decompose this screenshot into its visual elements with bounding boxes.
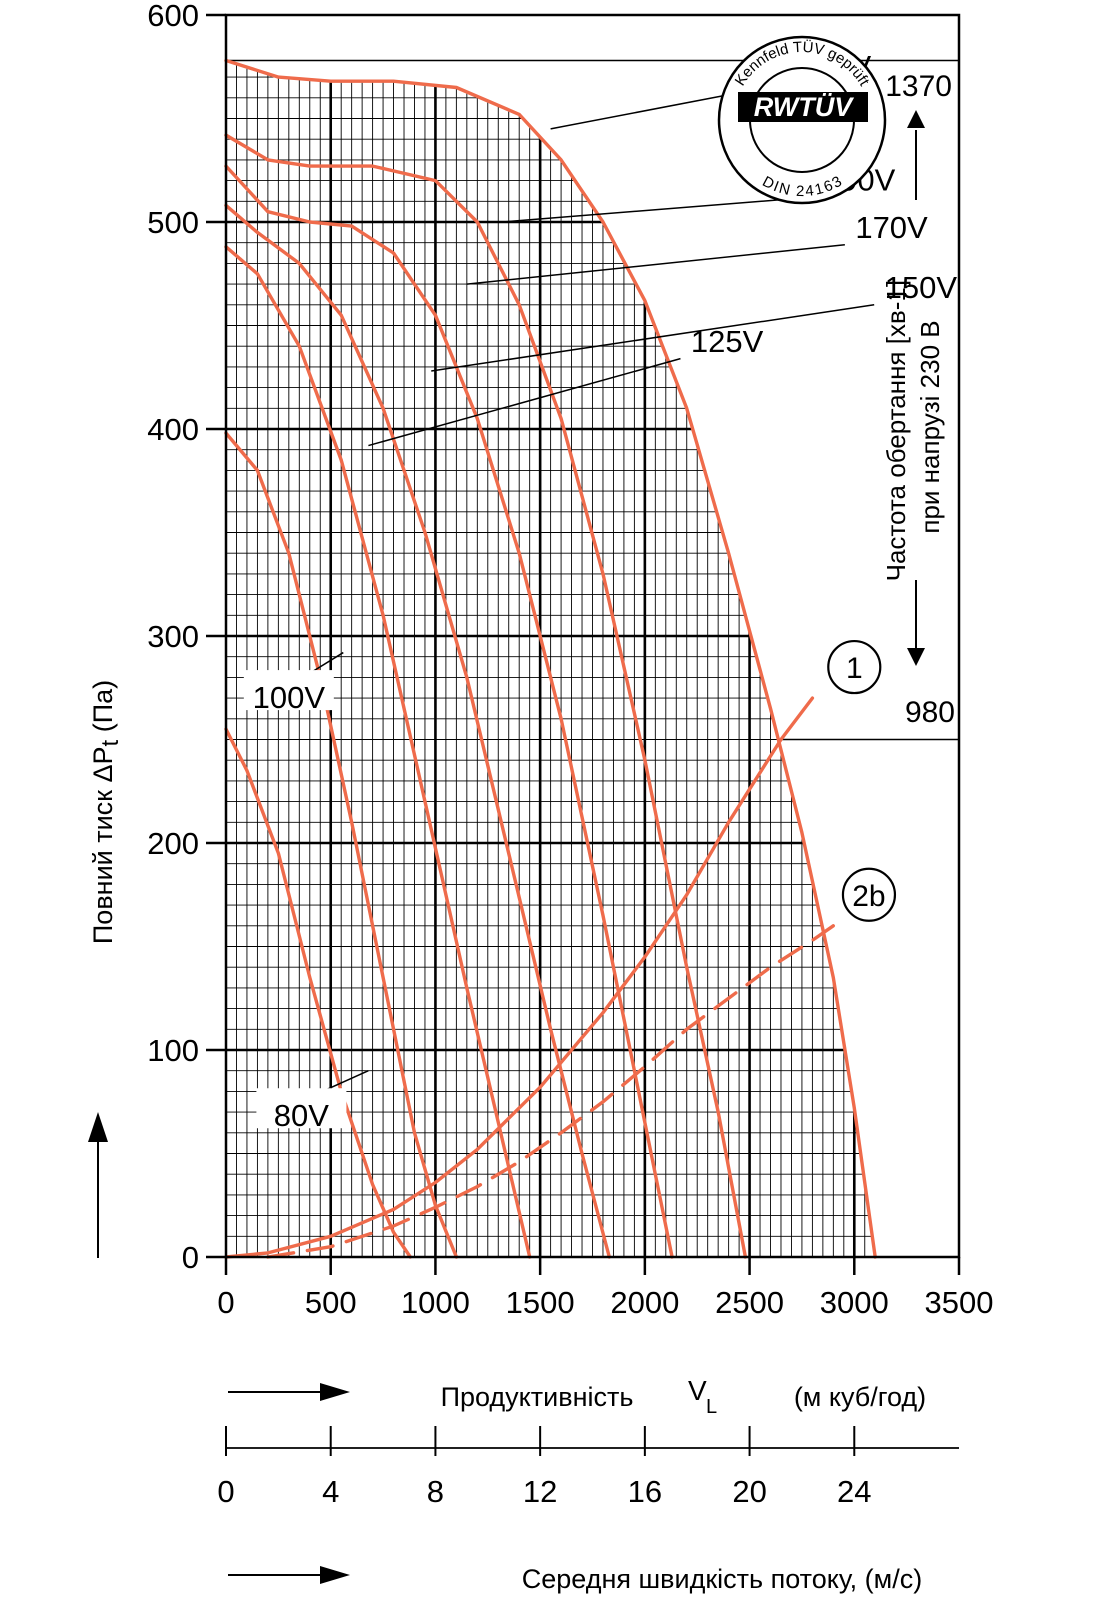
curve-80V xyxy=(224,727,412,1259)
y-tick-label: 200 xyxy=(147,826,199,861)
x-tick-label: 2500 xyxy=(715,1285,784,1320)
velocity-tick-label: 16 xyxy=(628,1474,662,1509)
x-tick-label: 1500 xyxy=(506,1285,575,1320)
y-tick-label: 100 xyxy=(147,1033,199,1068)
label-leader-190V xyxy=(502,196,813,223)
grid-layer xyxy=(226,63,873,1257)
series-label-150V: 150V xyxy=(885,270,958,305)
velocity-tick-label: 12 xyxy=(523,1474,557,1509)
series-label-100V: 100V xyxy=(253,680,326,715)
label-backdrop-80V xyxy=(256,1088,347,1129)
curve-1 xyxy=(224,696,815,1259)
axis-layer: 0 100 200 300 400 500 600 0 500 1000 1500 2000 2500 3… xyxy=(147,0,993,1320)
velocity-tick-label: 4 xyxy=(322,1474,339,1509)
series-label-170V: 170V xyxy=(855,210,928,245)
y-tick-label: 400 xyxy=(147,412,199,447)
curve-125V xyxy=(224,245,532,1259)
x-tick-label: 3000 xyxy=(820,1285,889,1320)
series-label-layer: 230V190V170V150V125V100V80V12b xyxy=(243,49,958,1133)
x-axis-title-symbol: V xyxy=(688,1375,707,1406)
curve-100V xyxy=(224,431,459,1259)
label-backdrop-100V xyxy=(243,670,334,711)
y-axis-title-sub: t xyxy=(97,739,124,746)
velocity-arrow-head xyxy=(320,1566,350,1584)
velocity-tick-label: 8 xyxy=(427,1474,444,1509)
label-leader-100V xyxy=(309,651,344,674)
stamp-logo-text: RWTÜV xyxy=(754,92,854,122)
curve-marker-circle-2b xyxy=(841,867,897,922)
speed-axis-title-line1: Частота обертання [хв-1] xyxy=(881,280,911,581)
velocity-axis-title: Середня швидкість потоку, (м/с) xyxy=(522,1564,922,1594)
series-label-80V: 80V xyxy=(274,1098,329,1133)
curve-230V xyxy=(224,58,877,1259)
curve-170V xyxy=(224,164,674,1259)
speed-min-label: 980 xyxy=(905,696,955,729)
x-tick-label: 1000 xyxy=(401,1285,470,1320)
speed-max-label: 1370 xyxy=(885,70,952,103)
curve-layer xyxy=(224,58,877,1259)
curve-marker-circle-1 xyxy=(827,639,882,695)
x-axis-title-unit: (м куб/год) xyxy=(794,1382,926,1412)
label-leader-80V xyxy=(322,1070,369,1093)
label-leader-170V xyxy=(466,244,845,285)
y-axis-title-unit: (Па) xyxy=(88,680,118,740)
velocity-tick-label: 0 xyxy=(217,1474,234,1509)
x-tick-label: 500 xyxy=(305,1285,357,1320)
x-axis-title: Продуктивність xyxy=(441,1382,634,1412)
curve-marker-label-1: 1 xyxy=(846,652,863,685)
y-tick-label: 600 xyxy=(147,0,199,33)
curve-marker-label-2b: 2b xyxy=(852,880,885,913)
stamp-logo-bar xyxy=(738,92,868,122)
speed-arrow-down-head xyxy=(907,648,925,666)
y-tick-label: 0 xyxy=(182,1240,199,1275)
speed-arrow-up-head xyxy=(907,110,925,128)
y-direction-arrow-head xyxy=(88,1112,108,1142)
y-tick-label: 500 xyxy=(147,205,199,240)
velocity-axis: 0 4 8 12 16 20 24 xyxy=(217,1426,959,1509)
velocity-tick-label: 24 xyxy=(837,1474,871,1509)
y-tick-label: 300 xyxy=(147,619,199,654)
velocity-tick-label: 20 xyxy=(732,1474,766,1509)
speed-axis-title-line2: при напрузі 230 В xyxy=(915,320,945,533)
x-direction-arrow-head xyxy=(320,1383,350,1401)
speed-axis-title: Частота обертання [хв-1] при напрузі 230… xyxy=(881,273,945,582)
x-tick-label: 0 xyxy=(217,1285,234,1320)
x-tick-label: 3500 xyxy=(925,1285,994,1320)
curve-190V xyxy=(224,133,748,1259)
x-tick-label: 2000 xyxy=(610,1285,679,1320)
curve-2b xyxy=(266,924,835,1259)
label-leader-150V xyxy=(431,304,875,372)
series-label-125V: 125V xyxy=(691,324,764,359)
x-axis-title-symbol-sub: L xyxy=(706,1396,717,1418)
curve-150V xyxy=(224,203,611,1259)
y-axis-title: Повний тиск ΔPt (Па) xyxy=(88,680,124,944)
tuv-stamp: Kennfeld TÜV geprüft DIN 24163 RWTÜV xyxy=(717,35,887,205)
y-axis-title-main: Повний тиск ΔP xyxy=(88,746,118,944)
label-leader-125V xyxy=(368,357,681,447)
